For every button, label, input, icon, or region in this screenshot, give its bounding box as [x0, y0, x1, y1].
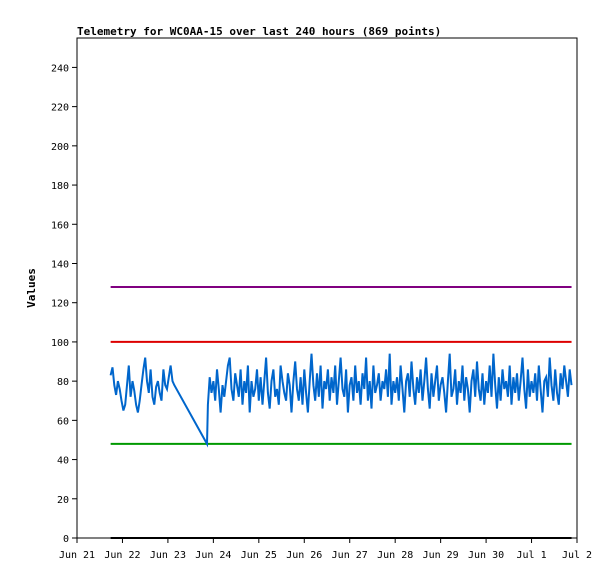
x-tick-label: Jun 23 [150, 550, 186, 561]
reference-lines [110, 286, 572, 539]
y-tick-label: 240 [51, 63, 69, 74]
y-tick-label: 0 [63, 534, 69, 545]
series-group [109, 353, 573, 448]
y-axis-title: Values [25, 268, 38, 308]
chart-title: Telemetry for WC0AA-15 over last 240 hou… [77, 25, 441, 38]
y-tick-label: 100 [51, 338, 69, 349]
y-tick-label: 200 [51, 142, 69, 153]
y-tick-label: 20 [57, 495, 69, 506]
x-tick-label: Jul 1 [516, 550, 546, 561]
y-tick-label: 220 [51, 103, 69, 114]
y-tick-label: 120 [51, 299, 69, 310]
y-tick-label: 80 [57, 377, 69, 388]
y-tick-label: 160 [51, 220, 69, 231]
x-tick-label: Jun 30 [468, 550, 504, 561]
x-tick-label: Jun 29 [423, 550, 459, 561]
y-axis: 0 20 40 60 80 100 120 140 160 180 200 220 240 [51, 63, 77, 545]
y-tick-label: 140 [51, 259, 69, 270]
x-axis: Jun 21 Jun 22 Jun 23 Jun 24 Jun 25 Jun 26 Jun … [59, 538, 592, 561]
series-line [109, 353, 573, 448]
y-tick-label: 60 [57, 416, 69, 427]
x-tick-label: Jun 28 [377, 550, 413, 561]
x-tick-label: Jun 25 [241, 550, 277, 561]
x-tick-label: Jun 27 [332, 550, 368, 561]
y-tick-label: 40 [57, 456, 69, 467]
x-tick-label: Jul 2 [562, 550, 592, 561]
x-tick-label: Jun 24 [195, 550, 231, 561]
x-tick-label: Jun 26 [286, 550, 322, 561]
y-tick-label: 180 [51, 181, 69, 192]
x-tick-label: Jun 21 [59, 550, 95, 561]
x-tick-label: Jun 22 [104, 550, 140, 561]
